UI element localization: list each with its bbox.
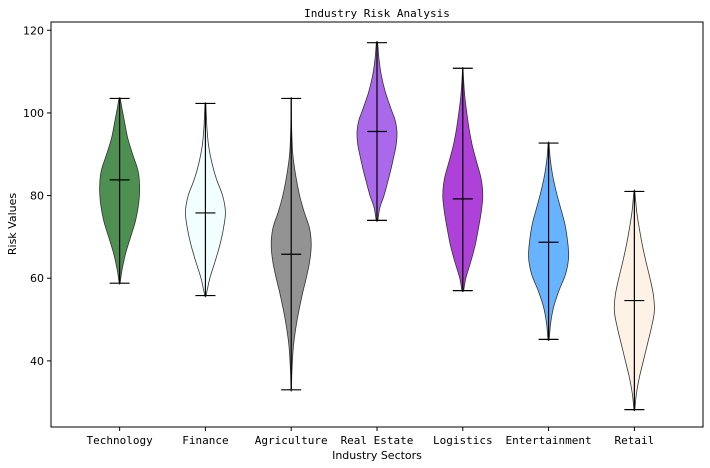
x-tick-label: Entertainment	[506, 434, 592, 447]
y-tick-label: 100	[23, 107, 44, 120]
x-tick-label: Logistics	[433, 434, 493, 447]
y-tick-label: 80	[30, 190, 44, 203]
x-tick-label: Agriculture	[255, 434, 328, 447]
y-tick-label: 60	[30, 272, 44, 285]
x-tick-label: Real Estate	[341, 434, 414, 447]
x-axis-label: Industry Sectors	[332, 449, 422, 462]
x-axis: Technology Finance Agriculture Real Estate L…	[87, 427, 654, 447]
y-axis: 40 60 80 100 120	[23, 24, 51, 368]
y-tick-label: 120	[23, 24, 44, 37]
violins-layer	[99, 41, 655, 412]
x-tick-label: Finance	[182, 434, 228, 447]
y-axis-label: Risk Values	[6, 193, 19, 256]
chart-title: Industry Risk Analysis	[304, 7, 450, 20]
x-tick-label: Technology	[87, 434, 154, 447]
y-tick-label: 40	[30, 355, 44, 368]
x-tick-label: Retail	[614, 434, 654, 447]
